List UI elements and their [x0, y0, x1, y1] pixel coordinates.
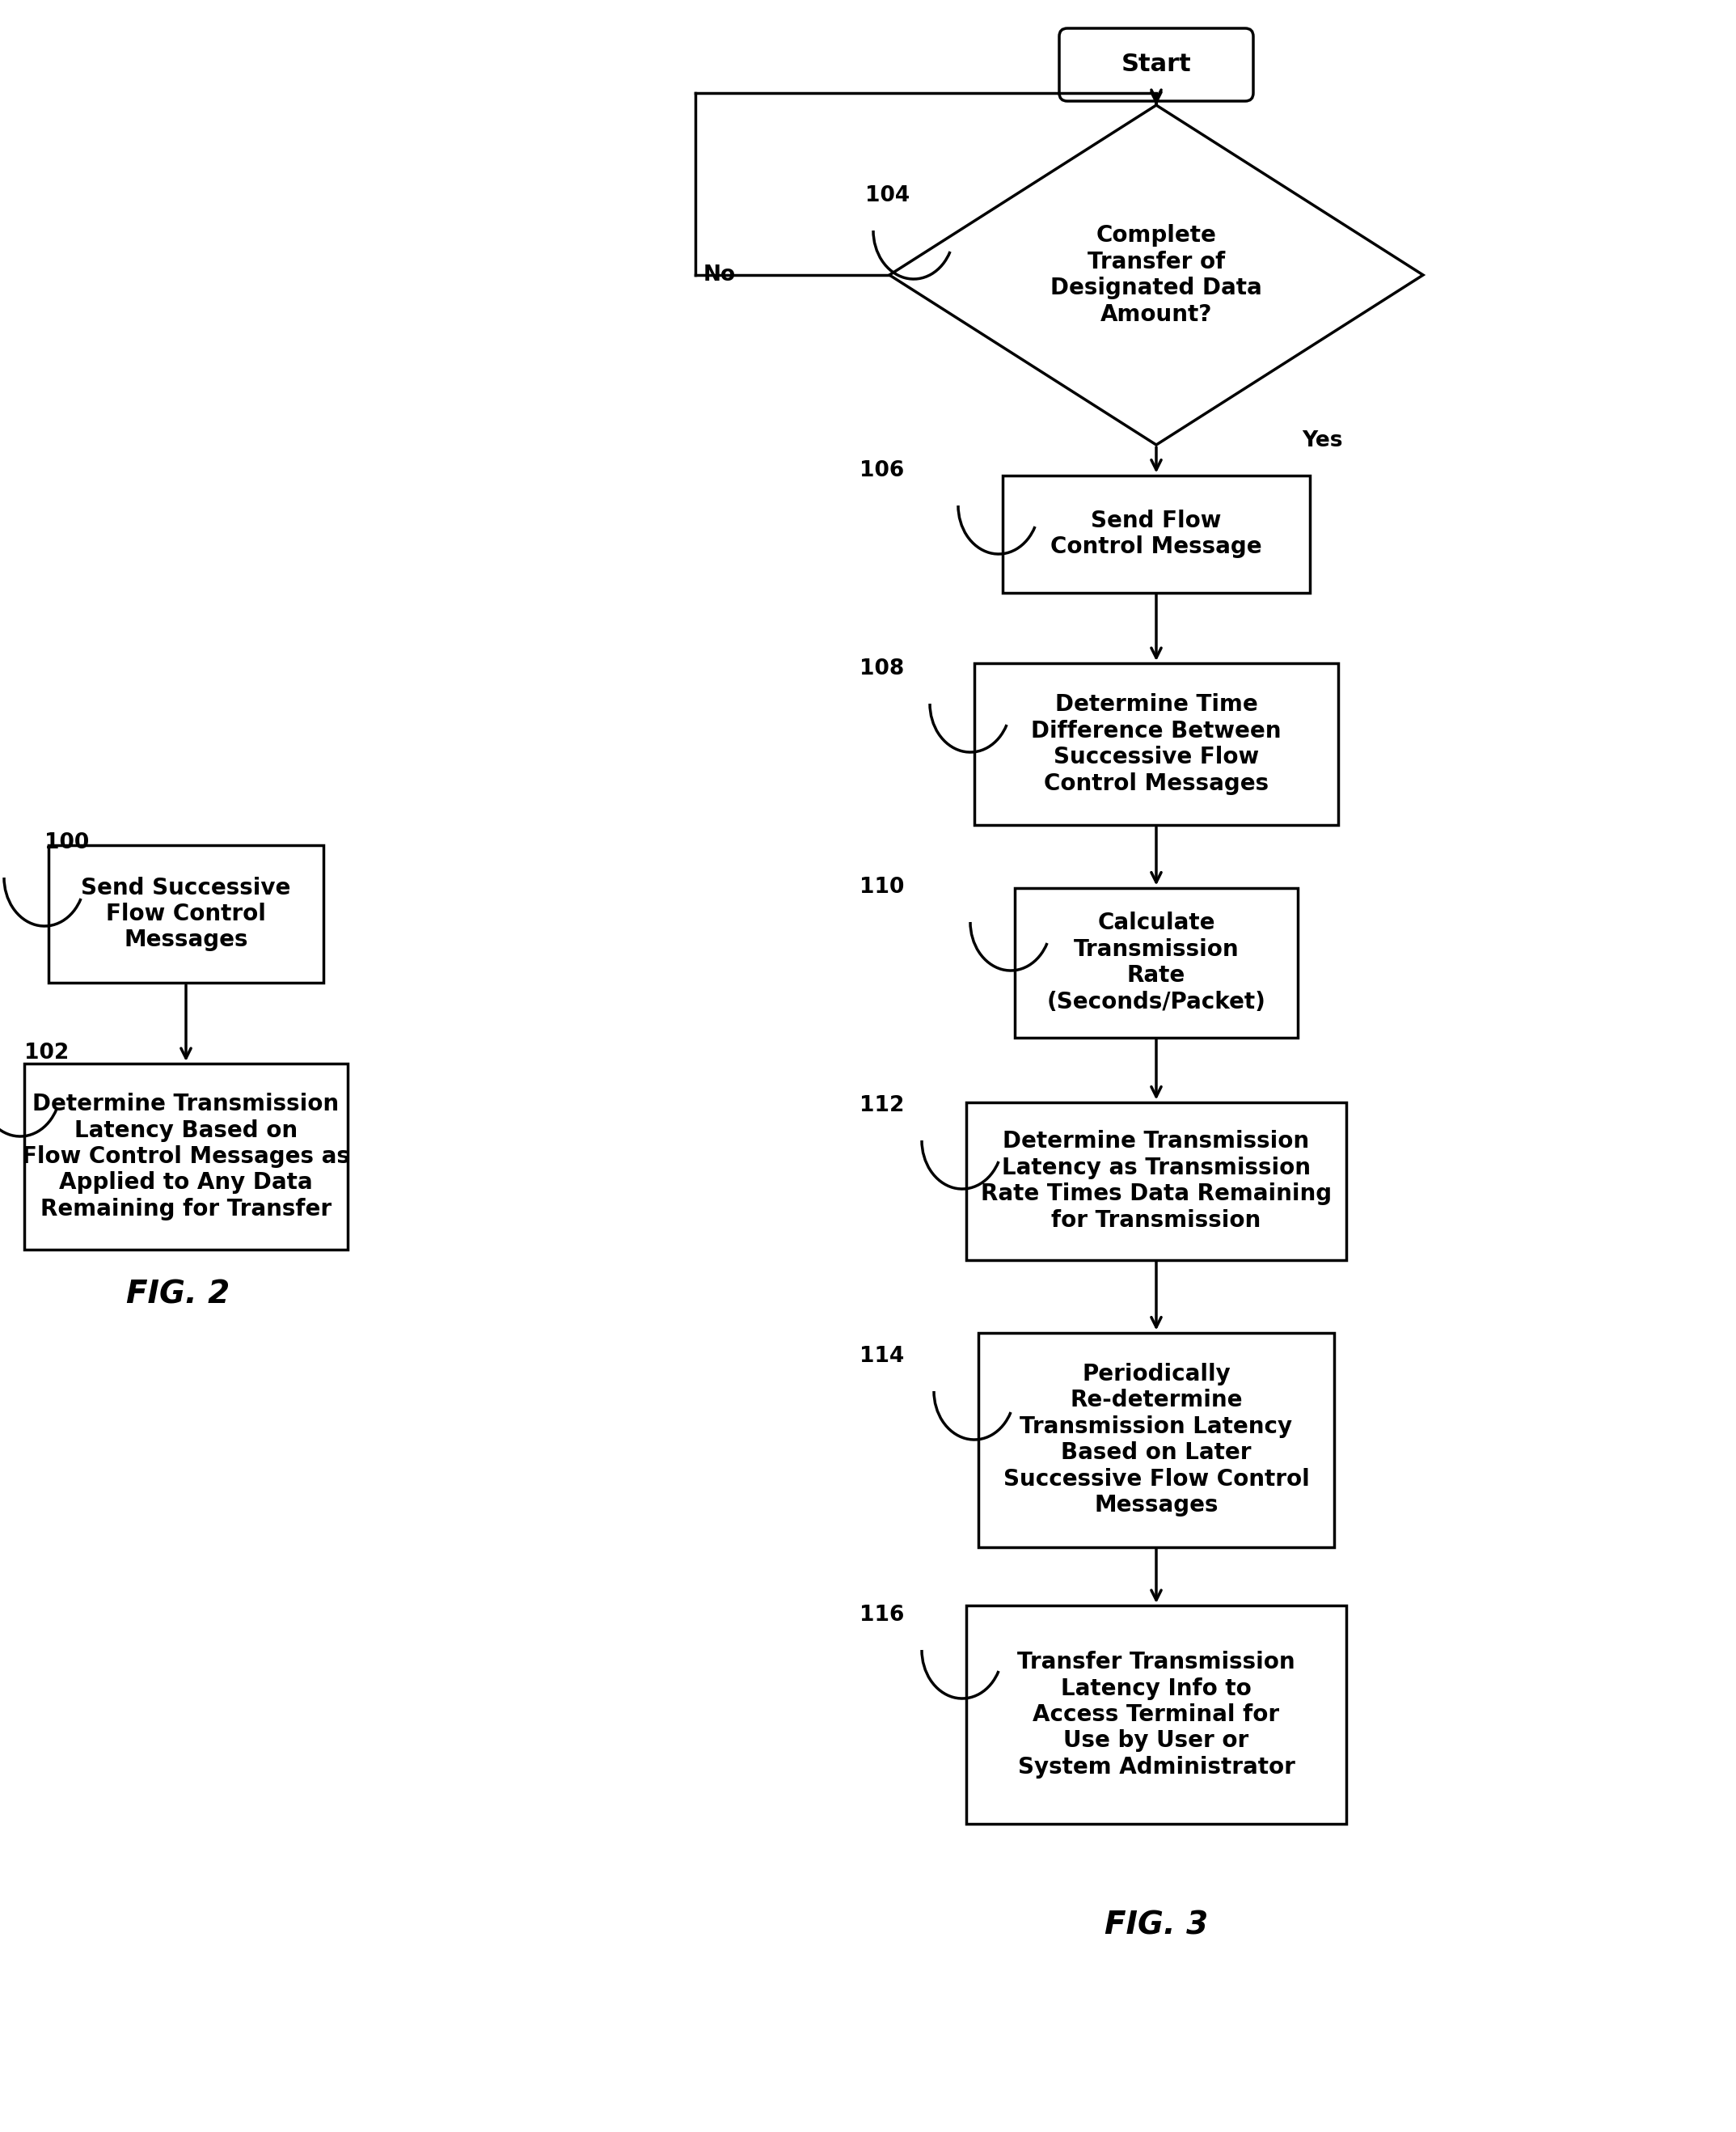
Text: Periodically
Re-determine
Transmission Latency
Based on Later
Successive Flow Co: Periodically Re-determine Transmission L…: [1003, 1362, 1309, 1516]
Bar: [967, 1605, 1347, 1823]
Text: Send Successive
Flow Control
Messages: Send Successive Flow Control Messages: [82, 876, 292, 951]
Text: No: No: [703, 264, 736, 286]
Bar: [24, 1064, 347, 1249]
Text: Determine Transmission
Latency Based on
Flow Control Messages as
Applied to Any : Determine Transmission Latency Based on …: [23, 1094, 351, 1220]
FancyBboxPatch shape: [1059, 28, 1253, 100]
Bar: [979, 1332, 1335, 1548]
Text: 110: 110: [859, 876, 904, 898]
Text: 116: 116: [859, 1605, 904, 1627]
Text: Determine Transmission
Latency as Transmission
Rate Times Data Remaining
for Tra: Determine Transmission Latency as Transm…: [981, 1130, 1332, 1232]
Text: Start: Start: [1121, 53, 1191, 77]
Text: Send Flow
Control Message: Send Flow Control Message: [1050, 510, 1262, 559]
Text: Calculate
Transmission
Rate
(Seconds/Packet): Calculate Transmission Rate (Seconds/Pac…: [1047, 912, 1266, 1013]
Text: Determine Time
Difference Between
Successive Flow
Control Messages: Determine Time Difference Between Succes…: [1031, 693, 1281, 795]
Bar: [967, 1102, 1347, 1260]
Text: 100: 100: [45, 831, 89, 853]
Text: Yes: Yes: [1302, 431, 1342, 452]
Text: 106: 106: [859, 461, 904, 482]
Text: 108: 108: [859, 659, 904, 680]
Text: 114: 114: [859, 1345, 904, 1367]
Text: FIG. 3: FIG. 3: [1104, 1910, 1208, 1940]
Text: Transfer Transmission
Latency Info to
Access Terminal for
Use by User or
System : Transfer Transmission Latency Info to Ac…: [1017, 1650, 1295, 1778]
Polygon shape: [889, 104, 1424, 446]
Bar: [1003, 475, 1311, 593]
Bar: [1016, 887, 1299, 1038]
Bar: [974, 663, 1338, 825]
Text: Complete
Transfer of
Designated Data
Amount?: Complete Transfer of Designated Data Amo…: [1050, 224, 1262, 326]
Text: 112: 112: [859, 1096, 904, 1117]
Text: 102: 102: [24, 1043, 69, 1064]
Text: 104: 104: [865, 185, 910, 207]
Text: FIG. 2: FIG. 2: [127, 1279, 229, 1309]
Bar: [49, 844, 323, 983]
